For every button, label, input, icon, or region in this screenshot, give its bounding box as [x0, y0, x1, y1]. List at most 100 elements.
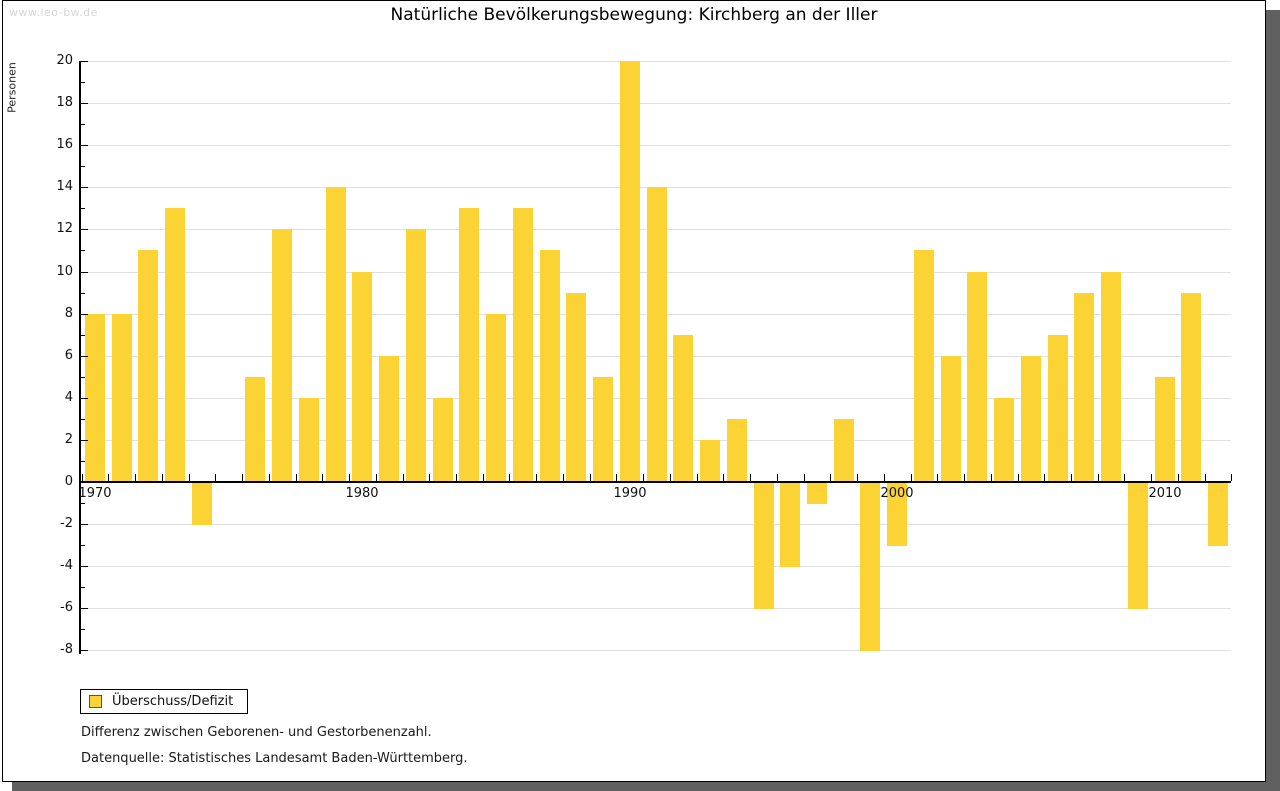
x-tick: [563, 474, 564, 481]
caption-definition: Differenz zwischen Geborenen- und Gestor…: [81, 725, 432, 740]
y-major-tick: [81, 314, 88, 315]
gridline: [80, 145, 1231, 146]
bar-1987: [540, 250, 560, 482]
y-major-tick: [81, 608, 88, 609]
x-tick: [911, 474, 912, 481]
bar-1988: [566, 293, 586, 482]
y-major-tick: [81, 187, 88, 188]
y-minor-tick: [81, 503, 85, 504]
y-tick-label: 16: [56, 137, 73, 152]
x-tick: [189, 474, 190, 481]
y-minor-tick: [81, 335, 85, 336]
bar-2003: [967, 272, 987, 483]
y-tick-label: 8: [64, 306, 73, 321]
bar-1985: [486, 314, 506, 482]
x-tick: [82, 474, 83, 481]
y-major-tick: [81, 524, 88, 525]
x-tick: [483, 474, 484, 481]
bar-2011: [1181, 293, 1201, 482]
y-tick-label: 4: [64, 390, 73, 405]
y-tick-label: 10: [56, 264, 73, 279]
bar-1983: [433, 398, 453, 482]
x-tick: [242, 474, 243, 481]
y-major-tick: [81, 650, 88, 651]
y-major-tick: [81, 61, 88, 62]
x-tick: [590, 474, 591, 481]
gridline: [80, 61, 1231, 62]
x-tick-label: 2010: [1148, 486, 1182, 501]
y-axis-line: [79, 61, 81, 654]
x-tick: [509, 474, 510, 481]
x-tick: [1044, 474, 1045, 481]
y-minor-tick: [81, 545, 85, 546]
y-minor-tick: [81, 124, 85, 125]
x-tick: [376, 474, 377, 481]
bar-1986: [513, 208, 533, 482]
x-tick: [322, 474, 323, 481]
y-tick-label: 12: [56, 221, 73, 236]
y-major-tick: [81, 103, 88, 104]
x-tick: [269, 474, 270, 481]
bar-1996: [780, 483, 800, 567]
x-tick: [884, 474, 885, 481]
x-tick: [1098, 474, 1099, 481]
y-minor-tick: [81, 377, 85, 378]
bar-1973: [165, 208, 185, 482]
bar-1976: [245, 377, 265, 482]
y-major-tick: [81, 482, 88, 483]
bar-1997: [807, 483, 827, 504]
x-tick: [1018, 474, 1019, 481]
y-minor-tick: [81, 419, 85, 420]
bar-1982: [406, 229, 426, 482]
y-minor-tick: [81, 587, 85, 588]
bar-2005: [1021, 356, 1041, 482]
x-tick: [1124, 474, 1125, 481]
y-major-tick: [81, 398, 88, 399]
x-tick: [964, 474, 965, 481]
bar-1992: [673, 335, 693, 482]
bar-1978: [299, 398, 319, 482]
legend: Überschuss/Defizit: [80, 689, 248, 714]
y-major-tick: [81, 440, 88, 441]
x-tick-label: 1990: [613, 486, 647, 501]
gridline: [80, 566, 1231, 567]
bar-1972: [138, 250, 158, 482]
bar-2007: [1074, 293, 1094, 482]
bar-1994: [727, 419, 747, 482]
x-tick: [670, 474, 671, 481]
bar-2006: [1048, 335, 1068, 482]
y-tick-label: 14: [56, 179, 73, 194]
y-minor-tick: [81, 250, 85, 251]
y-major-tick: [81, 566, 88, 567]
plot-area: 20 18 16 14 12 10 8 6 4 2 0 -2 -4 -6 -8 1970 1980 1990 200…: [3, 1, 1265, 781]
y-tick-label: -8: [60, 642, 73, 657]
x-tick: [108, 474, 109, 481]
x-tick: [403, 474, 404, 481]
x-tick: [429, 474, 430, 481]
x-tick: [215, 474, 216, 481]
y-tick-label: 20: [56, 53, 73, 68]
x-tick: [937, 474, 938, 481]
gridline: [80, 650, 1231, 651]
y-tick-label: 2: [64, 432, 73, 447]
legend-swatch-icon: [89, 695, 102, 708]
bar-2004: [994, 398, 1014, 482]
bar-1990: [620, 61, 640, 482]
bar-2002: [941, 356, 961, 482]
caption-source: Datenquelle: Statistisches Landesamt Bad…: [81, 751, 468, 766]
x-tick: [135, 474, 136, 481]
x-tick: [697, 474, 698, 481]
x-tick: [349, 474, 350, 481]
bar-1980: [352, 272, 372, 483]
gridline: [80, 524, 1231, 525]
x-tick: [1178, 474, 1179, 481]
bar-1989: [593, 377, 613, 482]
x-tick: [456, 474, 457, 481]
bar-1998: [834, 419, 854, 482]
y-minor-tick: [81, 461, 85, 462]
bar-2000: [887, 483, 907, 546]
y-tick-label: 6: [64, 348, 73, 363]
x-tick: [296, 474, 297, 481]
bar-1979: [326, 187, 346, 482]
y-tick-label: -2: [60, 516, 73, 531]
